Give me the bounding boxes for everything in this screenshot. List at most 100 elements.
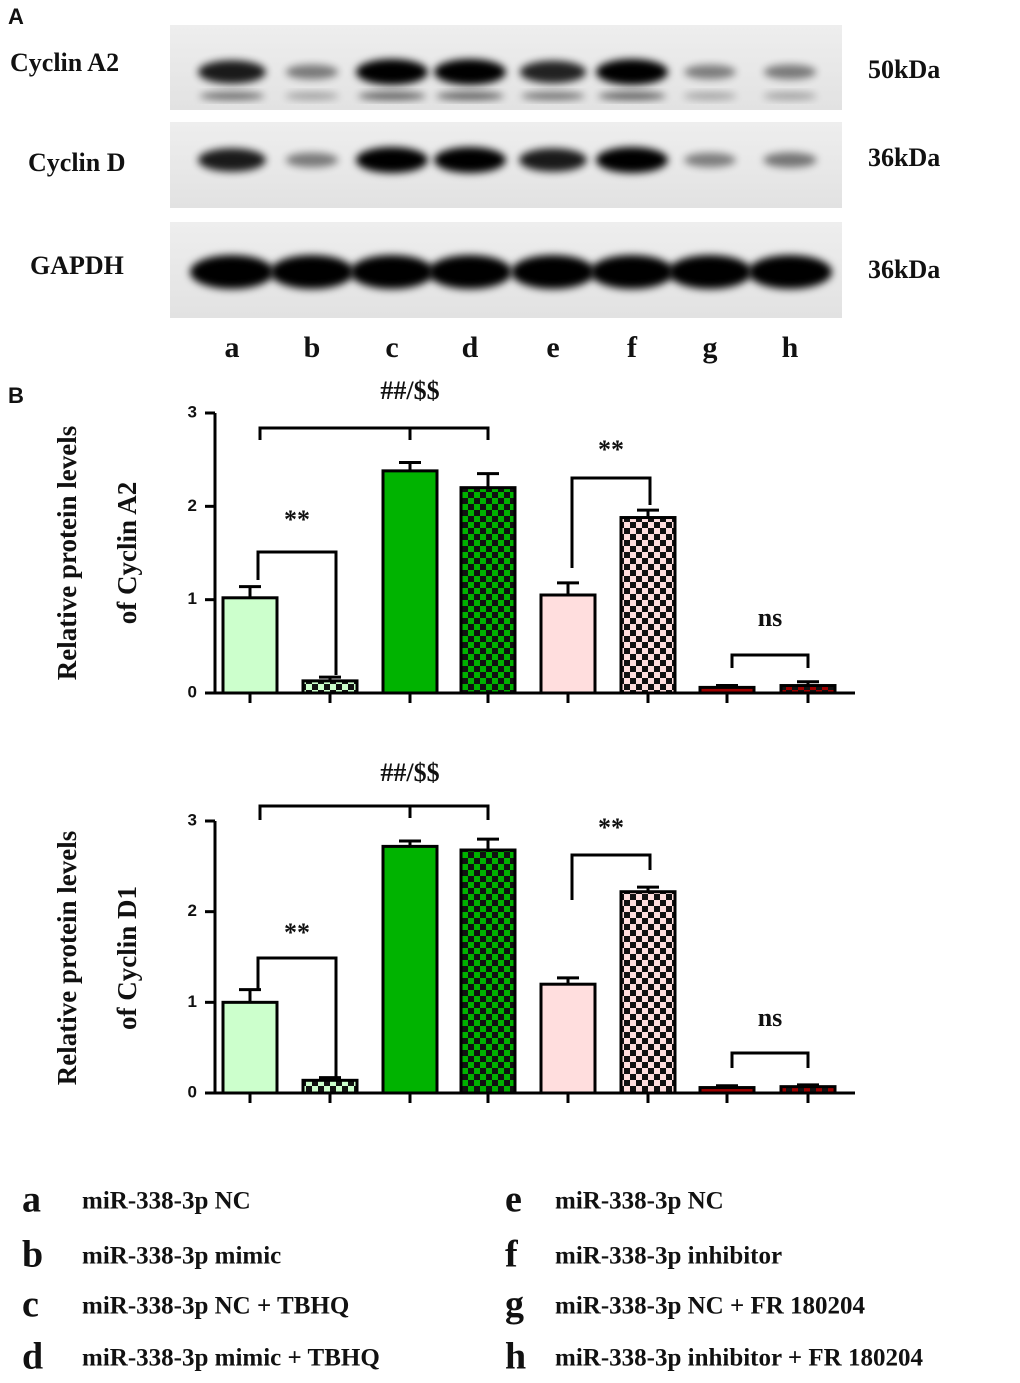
blot-band: [590, 255, 674, 289]
legend-text: miR-338-3p NC + TBHQ: [82, 1293, 349, 1320]
bar: [221, 596, 279, 695]
y-axis-label: of Cyclin A2: [112, 482, 142, 625]
blot-band: [198, 148, 266, 172]
bar: [539, 982, 597, 1095]
panel-label: A: [8, 4, 24, 29]
bar: [698, 1086, 756, 1095]
bar: [221, 1000, 279, 1095]
legend-text: miR-338-3p NC: [82, 1188, 251, 1215]
blot-band: [511, 255, 595, 289]
blot-band: [356, 59, 428, 85]
y-axis-label: of Cyclin D1: [112, 886, 142, 1030]
blot-band: [519, 148, 587, 172]
bar: [698, 685, 756, 695]
lane-label: a: [225, 331, 240, 364]
significance-label: ns: [758, 1003, 783, 1032]
row-label: Cyclin A2: [10, 48, 119, 77]
legend-key: g: [505, 1284, 524, 1326]
blot-band: [285, 92, 339, 100]
legend-text: miR-338-3p inhibitor + FR 180204: [555, 1345, 923, 1372]
significance-bracket: [570, 853, 652, 900]
significance-label: ns: [758, 603, 783, 632]
bar: [619, 516, 677, 695]
legend-text: miR-338-3p NC: [555, 1188, 724, 1215]
legend-key: e: [505, 1179, 522, 1221]
blot-band: [748, 255, 832, 289]
y-axis-label: Relative protein levels: [52, 831, 82, 1085]
lane-label: f: [627, 331, 638, 364]
blot-band: [434, 59, 506, 85]
legend-key: d: [22, 1336, 43, 1378]
band-size: 50kDa: [868, 55, 940, 84]
blot-band: [434, 147, 506, 173]
lane-label: e: [546, 331, 559, 364]
blot-band: [190, 255, 274, 289]
bar: [381, 469, 439, 695]
y-axis-label: Relative protein levels: [52, 426, 82, 680]
bar: [779, 684, 837, 695]
significance-bracket: [256, 550, 338, 675]
y-tick-label: 3: [188, 810, 197, 829]
lane-label: d: [462, 331, 479, 364]
significance-label: **: [284, 505, 310, 534]
blot-band: [763, 92, 817, 100]
legend-key: c: [22, 1284, 39, 1326]
significance-label: ##/$$: [380, 376, 439, 405]
y-tick-label: 3: [188, 402, 197, 421]
lane-label: g: [703, 331, 718, 364]
blot-band: [436, 92, 504, 100]
blot-band: [270, 255, 354, 289]
blot-band: [428, 255, 512, 289]
blot-band: [356, 147, 428, 173]
significance-bracket: [258, 426, 490, 440]
blot-band: [285, 152, 339, 168]
blot-band: [668, 255, 752, 289]
significance-label: ##/$$: [380, 758, 439, 787]
bar: [459, 486, 517, 695]
blot-band: [521, 92, 585, 100]
legend-key: f: [505, 1234, 519, 1276]
blot-band: [684, 152, 736, 168]
bar: [301, 1078, 359, 1095]
legend-key: b: [22, 1234, 43, 1276]
significance-bracket: [730, 653, 810, 668]
legend-text: miR-338-3p mimic: [82, 1243, 281, 1270]
blot-band: [596, 147, 668, 173]
bar: [381, 844, 439, 1095]
y-tick-label: 2: [188, 901, 197, 920]
y-tick-label: 1: [188, 589, 197, 608]
blot-background: [170, 122, 842, 208]
legend-text: miR-338-3p NC + FR 180204: [555, 1293, 866, 1320]
legend-text: miR-338-3p inhibitor: [555, 1243, 782, 1270]
bar: [539, 593, 597, 695]
significance-bracket: [256, 956, 338, 1080]
blot-band: [199, 92, 265, 100]
row-label: GAPDH: [30, 251, 124, 280]
significance-bracket: [570, 476, 652, 568]
lane-label: b: [304, 331, 321, 364]
blot-band: [684, 64, 736, 80]
blot-band: [763, 64, 817, 80]
legend-key: h: [505, 1336, 526, 1378]
blot-band: [519, 60, 587, 84]
row-label: Cyclin D: [28, 148, 126, 177]
legend-key: a: [22, 1179, 41, 1221]
y-tick-label: 0: [188, 1082, 197, 1101]
bar: [619, 890, 677, 1095]
panel-label: B: [8, 383, 24, 408]
significance-bracket: [730, 1051, 810, 1068]
significance-label: **: [284, 918, 310, 947]
blot-band: [350, 255, 434, 289]
significance-label: **: [598, 813, 624, 842]
bar: [459, 848, 517, 1095]
bar: [301, 679, 359, 695]
blot-band: [285, 64, 339, 80]
blot-band: [598, 92, 666, 100]
blot-band: [358, 92, 426, 100]
band-size: 36kDa: [868, 143, 940, 172]
legend-text: miR-338-3p mimic + TBHQ: [82, 1345, 380, 1372]
y-tick-label: 0: [188, 682, 197, 701]
y-tick-label: 2: [188, 496, 197, 515]
y-tick-label: 1: [188, 992, 197, 1011]
